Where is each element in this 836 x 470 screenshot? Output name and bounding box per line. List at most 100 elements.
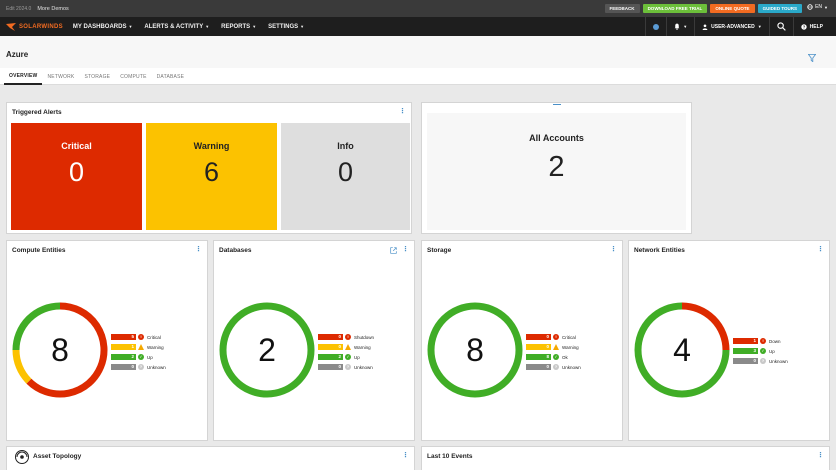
- all-accounts-label: All Accounts: [529, 133, 584, 143]
- donut-segment[interactable]: [681, 302, 730, 351]
- nav-alerts-activity[interactable]: ALERTS & ACTIVITY ▼: [144, 24, 209, 30]
- legend-row[interactable]: 0 Warning: [318, 342, 374, 352]
- compute-entities-card: Compute Entities ⋮ 8 5! Critical 1 Warning 2…: [6, 240, 208, 441]
- up-icon: ✓: [553, 354, 559, 360]
- tab-network[interactable]: NETWORK: [47, 73, 75, 80]
- tab-overview[interactable]: OVERVIEW: [4, 68, 43, 85]
- legend-count: 0: [318, 344, 343, 350]
- critical-icon: !: [345, 334, 351, 340]
- unknown-icon: ?: [553, 364, 559, 370]
- legend-row[interactable]: 1 Warning: [111, 342, 166, 352]
- tab-storage[interactable]: STORAGE: [84, 73, 111, 80]
- more-vertical-icon[interactable]: ⋮: [402, 246, 409, 253]
- databases-legend: 0! Shutdown 0 Warning 2 ✓ Up 0? Unknown: [318, 332, 374, 372]
- legend-row[interactable]: 0! Shutdown: [318, 332, 374, 342]
- legend-count: 8: [526, 354, 551, 360]
- donut-segment[interactable]: [219, 302, 315, 398]
- warning-icon: [345, 344, 351, 350]
- svg-text:?: ?: [802, 24, 805, 29]
- version-label: Edit 2024.0: [6, 5, 32, 12]
- donut-segment[interactable]: [634, 302, 730, 398]
- tab-compute[interactable]: COMPUTE: [120, 73, 147, 80]
- donut-chart: [219, 302, 315, 398]
- nav-reports[interactable]: REPORTS ▼: [221, 24, 256, 30]
- nav-my-dashboards[interactable]: MY DASHBOARDS ▼: [73, 24, 133, 30]
- download-free-trial-button[interactable]: DOWNLOAD FREE TRIAL: [642, 4, 708, 13]
- language-label: EN: [815, 4, 823, 10]
- bell-icon: [674, 23, 680, 30]
- legend-label: Unknown: [562, 364, 581, 370]
- more-vertical-icon[interactable]: ⋮: [817, 246, 824, 253]
- more-vertical-icon[interactable]: ⋮: [399, 108, 406, 115]
- storage-donut[interactable]: 8: [426, 301, 524, 399]
- info-alerts-tile[interactable]: Info 0: [281, 123, 410, 230]
- legend-label: Ok: [562, 354, 568, 360]
- legend-row[interactable]: 0? Unknown: [733, 356, 788, 366]
- legend-row[interactable]: 2 ✓ Up: [111, 352, 166, 362]
- nav-settings[interactable]: SETTINGS ▼: [268, 24, 304, 30]
- search-button[interactable]: [768, 17, 793, 36]
- legend-label: Warning: [147, 344, 164, 350]
- legend-row[interactable]: 0! Critical: [526, 332, 581, 342]
- donut-segment[interactable]: [26, 302, 108, 398]
- legend-row[interactable]: 5! Critical: [111, 332, 166, 342]
- help-button[interactable]: ? HELP: [792, 17, 830, 36]
- all-accounts-tile[interactable]: All Accounts 2: [427, 113, 686, 230]
- more-vertical-icon[interactable]: ⋮: [195, 246, 202, 253]
- legend-label: Unknown: [354, 364, 373, 370]
- critical-icon: !: [138, 334, 144, 340]
- legend-row[interactable]: 1! Down: [733, 336, 788, 346]
- legend-count: 0: [733, 358, 758, 364]
- filter-icon[interactable]: [808, 54, 816, 62]
- donut-segment[interactable]: [12, 302, 61, 351]
- page-title: Azure: [6, 50, 29, 59]
- triggered-alerts-card: Triggered Alerts ⋮ Critical 0 Warning 6 …: [6, 102, 412, 234]
- legend-count: 0: [526, 334, 551, 340]
- online-quote-button[interactable]: ONLINE QUOTE: [710, 4, 755, 13]
- legend-row[interactable]: 3 ✓ Up: [733, 346, 788, 356]
- warning-tile-label: Warning: [193, 141, 230, 151]
- chevron-down-icon: ▼: [252, 24, 257, 29]
- chevron-down-icon: ▼: [300, 24, 305, 29]
- donut-total: 8: [51, 331, 69, 368]
- chevron-down-icon: ▼: [205, 24, 210, 29]
- up-icon: ✓: [345, 354, 351, 360]
- notifications-button[interactable]: ▼: [666, 17, 694, 36]
- legend-row[interactable]: 0 Warning: [526, 342, 581, 352]
- brand-logo[interactable]: SOLARWINDS: [6, 22, 63, 31]
- widget-title: Databases: [219, 247, 252, 254]
- donut-chart: [427, 302, 523, 398]
- language-selector[interactable]: EN ▼: [807, 4, 828, 10]
- legend-count: 0: [526, 344, 551, 350]
- legend-count: 0: [526, 364, 551, 370]
- warning-alerts-tile[interactable]: Warning 6: [146, 123, 277, 230]
- top-buttons: FEEDBACK DOWNLOAD FREE TRIAL ONLINE QUOT…: [604, 4, 802, 13]
- legend-row[interactable]: 8 ✓ Ok: [526, 352, 581, 362]
- legend-row[interactable]: 0? Unknown: [318, 362, 374, 372]
- databases-donut[interactable]: 2: [218, 301, 316, 399]
- donut-segment[interactable]: [427, 302, 523, 398]
- status-indicator[interactable]: [645, 17, 666, 36]
- guided-tours-button[interactable]: GUIDED TOURS: [757, 4, 802, 13]
- critical-alerts-tile[interactable]: Critical 0: [11, 123, 142, 230]
- more-demos-link[interactable]: More Demos: [37, 5, 69, 12]
- triggered-alerts-title: Triggered Alerts: [12, 109, 62, 116]
- network-donut[interactable]: 4: [633, 301, 731, 399]
- warning-icon: [553, 344, 559, 350]
- info-tile-value: 0: [337, 157, 354, 187]
- drag-handle[interactable]: [553, 104, 561, 105]
- legend-row[interactable]: 2 ✓ Up: [318, 352, 374, 362]
- more-vertical-icon[interactable]: ⋮: [610, 246, 617, 253]
- legend-count: 1: [733, 338, 758, 344]
- tab-database[interactable]: DATABASE: [156, 73, 185, 80]
- legend-row[interactable]: 0? Unknown: [111, 362, 166, 372]
- donut-segment[interactable]: [12, 349, 32, 384]
- external-link-icon[interactable]: [390, 247, 397, 254]
- feedback-button[interactable]: FEEDBACK: [604, 4, 640, 13]
- legend-row[interactable]: 0? Unknown: [526, 362, 581, 372]
- more-vertical-icon[interactable]: ⋮: [817, 452, 824, 459]
- brand-name: SOLARWINDS: [19, 23, 63, 30]
- compute-donut[interactable]: 8: [11, 301, 109, 399]
- more-vertical-icon[interactable]: ⋮: [402, 452, 409, 459]
- user-menu[interactable]: USER-ADVANCED ▼: [694, 17, 769, 36]
